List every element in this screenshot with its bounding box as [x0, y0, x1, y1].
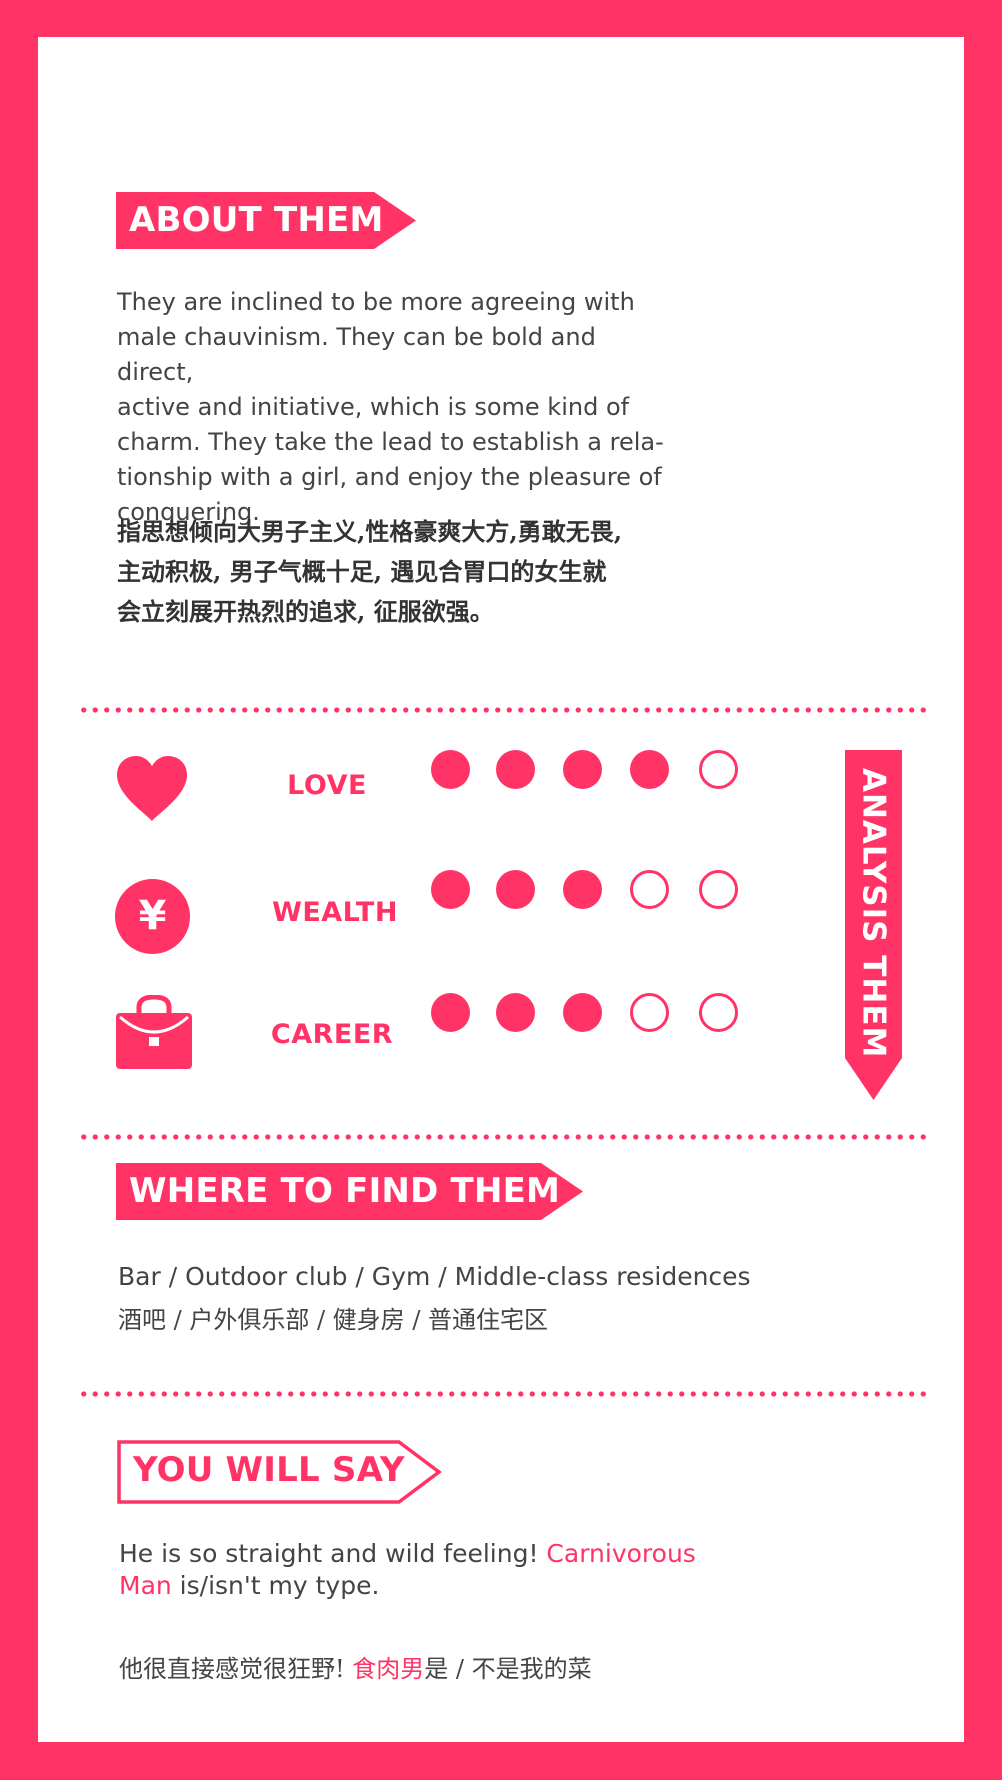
say-english: He is so straight and wild feeling! Carn… [119, 1538, 719, 1602]
say-en-part1: He is so straight and wild feeling! [119, 1539, 547, 1568]
about-line: conquering. [117, 498, 260, 526]
say-cn-part2: 是 / 不是我的菜 [424, 1655, 592, 1683]
say-banner: YOU WILL SAY [117, 1440, 447, 1504]
divider [78, 1134, 928, 1140]
analysis-title: ANALYSIS THEM [855, 768, 892, 1059]
about-cn-line: 指思想倾向大男子主义,性格豪爽大方,勇敢无畏, [117, 517, 623, 546]
about-chinese-text: 指思想倾向大男子主义,性格豪爽大方,勇敢无畏, 主动积极, 男子气概十足, 遇见… [117, 512, 697, 632]
rating-dot [496, 750, 535, 789]
where-banner: WHERE TO FIND THEM [116, 1163, 583, 1220]
about-line: tionship with a girl, and enjoy the plea… [117, 463, 662, 491]
rating-dot [699, 993, 738, 1032]
about-line: active and initiative, which is some kin… [117, 393, 630, 421]
rating-dot [563, 993, 602, 1032]
rating-dot [699, 750, 738, 789]
rating-dot [431, 750, 470, 789]
about-cn-line: 会立刻展开热烈的追求, 征服欲强。 [117, 597, 494, 626]
say-cn-accent: 食肉男 [352, 1655, 425, 1683]
rating-dot [496, 870, 535, 909]
say-cn-part1: 他很直接感觉很狂野! [119, 1655, 353, 1683]
briefcase-icon [115, 994, 193, 1074]
rating-dot [630, 870, 669, 909]
heart-icon [115, 755, 189, 827]
rating-dot [563, 870, 602, 909]
analysis-banner: ANALYSIS THEM [845, 750, 902, 1100]
yen-coin-icon: ¥ [115, 879, 190, 954]
yen-symbol: ¥ [115, 879, 190, 954]
say-en-accent-2: Man [119, 1571, 172, 1600]
about-line: male chauvinism. They can be bold and di… [117, 323, 596, 386]
career-label: CAREER [270, 1019, 394, 1050]
rating-dot [630, 993, 669, 1032]
divider [78, 707, 928, 713]
rating-dot [630, 750, 669, 789]
rating-dot [496, 993, 535, 1032]
rating-dot [699, 870, 738, 909]
divider [78, 1391, 928, 1397]
about-cn-line: 主动积极, 男子气概十足, 遇见合胃口的女生就 [117, 557, 607, 586]
about-banner: ABOUT THEM [116, 192, 416, 249]
content-card: ABOUT THEM They are inclined to be more … [38, 37, 964, 1742]
say-title: YOU WILL SAY [133, 1450, 405, 1490]
love-label: LOVE [287, 770, 367, 801]
about-line: charm. They take the lead to establish a… [117, 428, 664, 456]
rating-dot [563, 750, 602, 789]
about-english-text: They are inclined to be more agreeing wi… [117, 285, 677, 530]
where-title: WHERE TO FIND THEM [129, 1171, 561, 1211]
wealth-label: WEALTH [272, 897, 398, 928]
about-title: ABOUT THEM [129, 200, 384, 240]
where-english: Bar / Outdoor club / Gym / Middle-class … [118, 1262, 751, 1291]
where-chinese: 酒吧 / 户外俱乐部 / 健身房 / 普通住宅区 [118, 1306, 549, 1334]
rating-dot [431, 993, 470, 1032]
about-line: They are inclined to be more agreeing wi… [117, 288, 635, 316]
say-chinese: 他很直接感觉很狂野! 食肉男是 / 不是我的菜 [119, 1649, 592, 1689]
say-en-part2: is/isn't my type. [171, 1571, 380, 1600]
say-en-accent-1: Carnivorous [546, 1539, 696, 1568]
rating-dot [431, 870, 470, 909]
